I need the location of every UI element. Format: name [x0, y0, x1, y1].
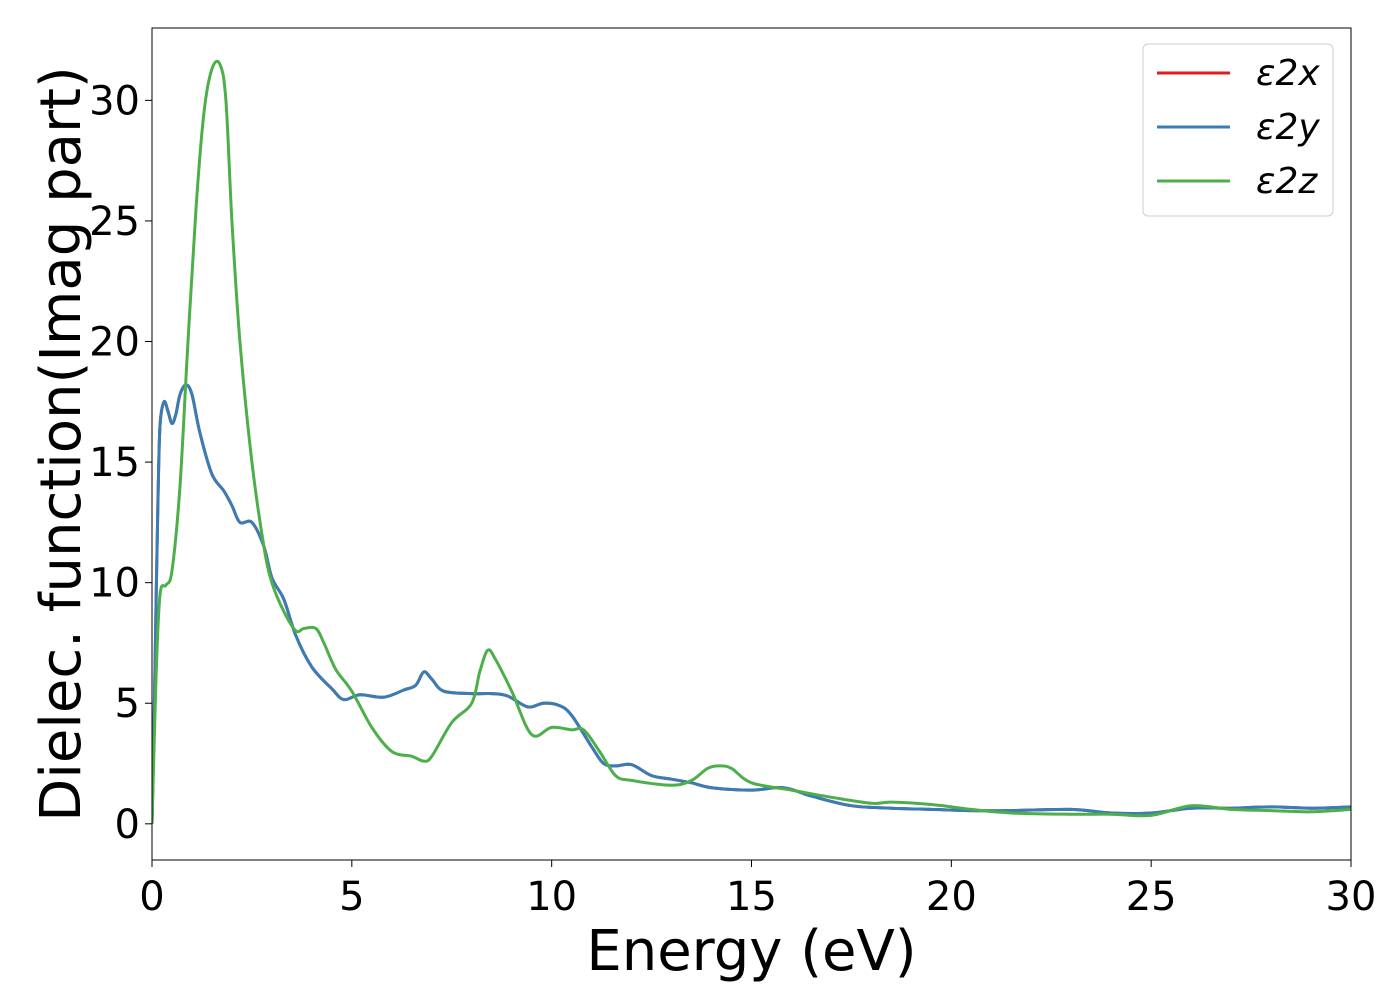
y-tick-label: 0: [115, 802, 140, 848]
legend-label: ε2x: [1256, 53, 1320, 94]
series-line-ε2y: [152, 383, 1351, 824]
legend: ε2x ε2y ε2z: [1142, 43, 1334, 217]
x-tick-label: 0: [139, 874, 164, 920]
y-axis-label: Dielec. function(Imag part): [29, 66, 94, 822]
y-tick-label: 5: [115, 681, 140, 727]
y-tick-label: 10: [89, 561, 140, 607]
x-tick-label: 10: [526, 874, 577, 920]
x-tick-label: 25: [1126, 874, 1177, 920]
y-tick-label: 15: [89, 440, 140, 486]
series-layer: [152, 59, 1351, 824]
legend-box: [1142, 43, 1334, 217]
x-axis-ticks: 0 5 10 15 20 25 30: [139, 860, 1376, 920]
x-tick-label: 20: [926, 874, 977, 920]
x-tick-label: 30: [1326, 874, 1377, 920]
legend-label: ε2z: [1256, 161, 1318, 202]
y-axis-ticks: 0 5 10 15 20 25 30: [89, 78, 152, 848]
x-axis-label: Energy (eV): [586, 919, 916, 984]
x-tick-label: 5: [339, 874, 364, 920]
series-line-ε2z: [152, 59, 1351, 824]
y-tick-label: 30: [89, 78, 140, 124]
legend-label: ε2y: [1256, 107, 1320, 148]
y-tick-label: 25: [89, 199, 140, 245]
y-tick-label: 20: [89, 320, 140, 366]
x-tick-label: 15: [726, 874, 777, 920]
